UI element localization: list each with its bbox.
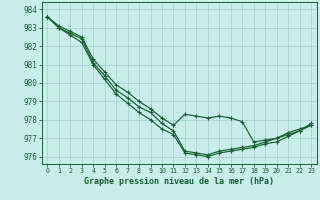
- X-axis label: Graphe pression niveau de la mer (hPa): Graphe pression niveau de la mer (hPa): [84, 177, 274, 186]
